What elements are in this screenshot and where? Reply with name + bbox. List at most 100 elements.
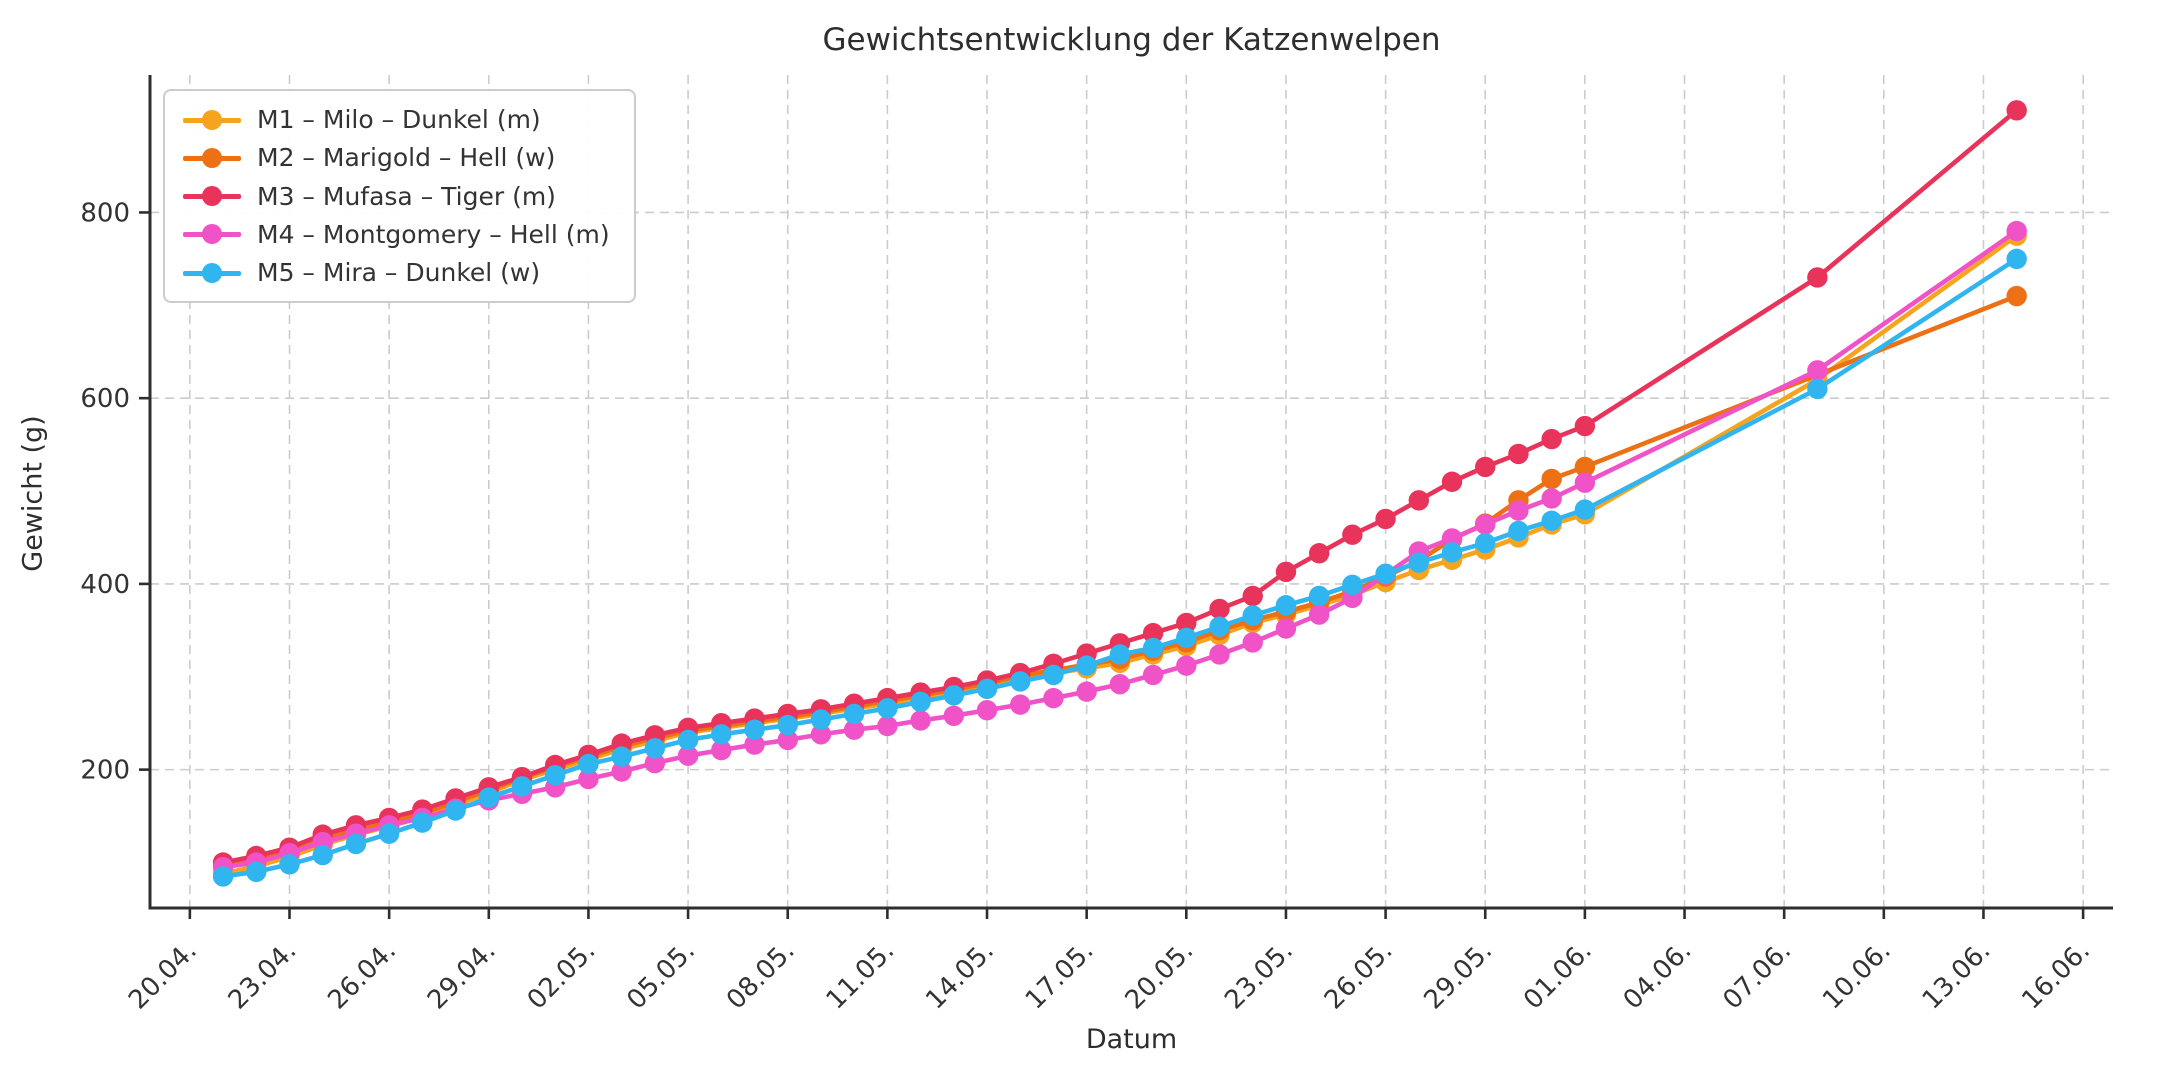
data-point-M3 bbox=[1308, 543, 1330, 564]
data-point-M5 bbox=[1176, 627, 1197, 648]
x-tick-label: 07.06. bbox=[1717, 936, 1797, 1016]
data-point-M2 bbox=[1574, 456, 1596, 478]
data-point-M3 bbox=[1242, 585, 1263, 607]
data-point-M3 bbox=[1142, 622, 1164, 644]
x-tick-label: 02.05. bbox=[522, 936, 602, 1016]
y-tick-label: 200 bbox=[80, 756, 130, 786]
data-point-M4 bbox=[843, 719, 865, 740]
y-tick-label: 600 bbox=[80, 384, 130, 414]
y-tick-label: 400 bbox=[80, 570, 130, 600]
x-tick-label: 11.05. bbox=[821, 936, 901, 1016]
data-point-M5 bbox=[677, 729, 699, 751]
data-point-M4 bbox=[611, 761, 632, 782]
series-line-M4 bbox=[222, 229, 2018, 870]
data-point-M4 bbox=[1176, 655, 1197, 676]
data-point-M4 bbox=[578, 768, 599, 790]
data-point-M4 bbox=[1076, 681, 1097, 702]
data-point-M3 bbox=[1475, 456, 1496, 478]
x-tick-label: 10.06. bbox=[1817, 936, 1897, 1016]
legend-swatch-icon bbox=[183, 185, 241, 207]
data-point-M5 bbox=[545, 765, 566, 786]
x-axis-label: Datum bbox=[1085, 1024, 1178, 1055]
data-point-M5 bbox=[1076, 655, 1097, 676]
data-point-M5 bbox=[1142, 637, 1164, 659]
legend-item-M3: M3 – Mufasa – Tiger (m) bbox=[183, 182, 610, 211]
data-point-M5 bbox=[1375, 563, 1396, 584]
legend: M1 – Milo – Dunkel (m) M2 – Marigold – He… bbox=[163, 89, 636, 303]
data-point-M4 bbox=[943, 705, 965, 726]
legend-item-M2: M2 – Marigold – Hell (w) bbox=[183, 143, 610, 172]
data-point-M4 bbox=[877, 715, 898, 737]
data-point-M4 bbox=[1807, 360, 1828, 381]
data-point-M5 bbox=[1475, 532, 1496, 554]
y-axis-label: Gewicht (g) bbox=[17, 415, 49, 572]
data-point-M5 bbox=[943, 685, 965, 706]
legend-label: M4 – Montgomery – Hell (m) bbox=[257, 219, 610, 249]
data-point-M3 bbox=[1342, 524, 1363, 545]
data-point-M3 bbox=[2006, 100, 2027, 121]
data-point-M5 bbox=[2006, 248, 2027, 270]
data-point-M5 bbox=[246, 861, 267, 882]
data-point-M5 bbox=[1342, 574, 1363, 596]
data-point-M5 bbox=[1109, 644, 1131, 665]
x-tick-label: 26.04. bbox=[322, 936, 402, 1016]
data-point-M4 bbox=[744, 734, 765, 755]
data-point-M5 bbox=[212, 866, 234, 887]
data-point-M3 bbox=[1541, 428, 1562, 450]
data-point-M5 bbox=[1441, 542, 1463, 563]
data-point-M4 bbox=[1508, 500, 1529, 521]
data-point-M3 bbox=[1574, 415, 1596, 437]
data-point-M5 bbox=[445, 800, 466, 821]
gridlines bbox=[150, 75, 2113, 908]
data-point-M4 bbox=[1242, 632, 1263, 653]
x-tick-label: 20.05. bbox=[1120, 936, 1200, 1016]
data-point-M3 bbox=[1375, 508, 1396, 530]
data-point-M5 bbox=[1574, 499, 1596, 520]
data-point-M5 bbox=[644, 738, 666, 759]
y-tick-label: 800 bbox=[80, 198, 130, 228]
legend-item-M1: M1 – Milo – Dunkel (m) bbox=[183, 105, 610, 134]
data-point-M3 bbox=[1807, 267, 1828, 288]
data-point-M4 bbox=[1275, 618, 1297, 639]
data-point-M5 bbox=[910, 691, 931, 713]
data-point-M5 bbox=[1275, 595, 1297, 616]
data-point-M5 bbox=[877, 698, 898, 719]
data-point-M5 bbox=[976, 678, 998, 700]
legend-label: M1 – Milo – Dunkel (m) bbox=[257, 105, 541, 134]
data-point-M4 bbox=[1010, 694, 1031, 715]
data-point-M4 bbox=[1308, 604, 1330, 625]
data-point-M5 bbox=[1807, 378, 1828, 400]
data-point-M5 bbox=[378, 823, 400, 844]
x-tick-label: 13.06. bbox=[1917, 936, 1997, 1016]
data-point-M2 bbox=[2006, 285, 2027, 307]
x-tick-label: 23.05. bbox=[1219, 936, 1299, 1016]
x-tick-label: 14.05. bbox=[920, 936, 1000, 1016]
data-point-M4 bbox=[1142, 664, 1164, 686]
legend-item-M4: M4 – Montgomery – Hell (m) bbox=[183, 220, 610, 249]
data-point-M4 bbox=[1475, 514, 1496, 535]
data-point-M4 bbox=[644, 752, 666, 774]
data-point-M5 bbox=[1408, 552, 1430, 573]
data-point-M5 bbox=[345, 833, 367, 855]
data-point-M5 bbox=[810, 709, 832, 730]
data-point-M3 bbox=[1209, 598, 1230, 620]
chart-title: Gewichtsentwicklung der Katzenwelpen bbox=[822, 22, 1441, 58]
data-point-M5 bbox=[1209, 616, 1230, 637]
data-point-M5 bbox=[478, 787, 499, 808]
data-point-M4 bbox=[976, 699, 998, 721]
data-point-M5 bbox=[1010, 671, 1031, 692]
data-point-M4 bbox=[2006, 220, 2027, 242]
data-point-M5 bbox=[1308, 585, 1330, 607]
data-point-M5 bbox=[777, 714, 798, 736]
data-point-M2 bbox=[1541, 468, 1562, 490]
legend-label: M2 – Marigold – Hell (w) bbox=[257, 143, 556, 173]
x-tick-label: 29.05. bbox=[1418, 936, 1498, 1016]
data-point-M5 bbox=[578, 753, 599, 775]
data-point-M5 bbox=[711, 724, 732, 745]
data-point-M3 bbox=[1176, 612, 1197, 634]
data-point-M4 bbox=[1109, 673, 1131, 695]
data-point-M3 bbox=[1508, 443, 1529, 465]
data-point-M3 bbox=[1441, 471, 1463, 492]
x-tick-label: 08.05. bbox=[721, 936, 801, 1016]
